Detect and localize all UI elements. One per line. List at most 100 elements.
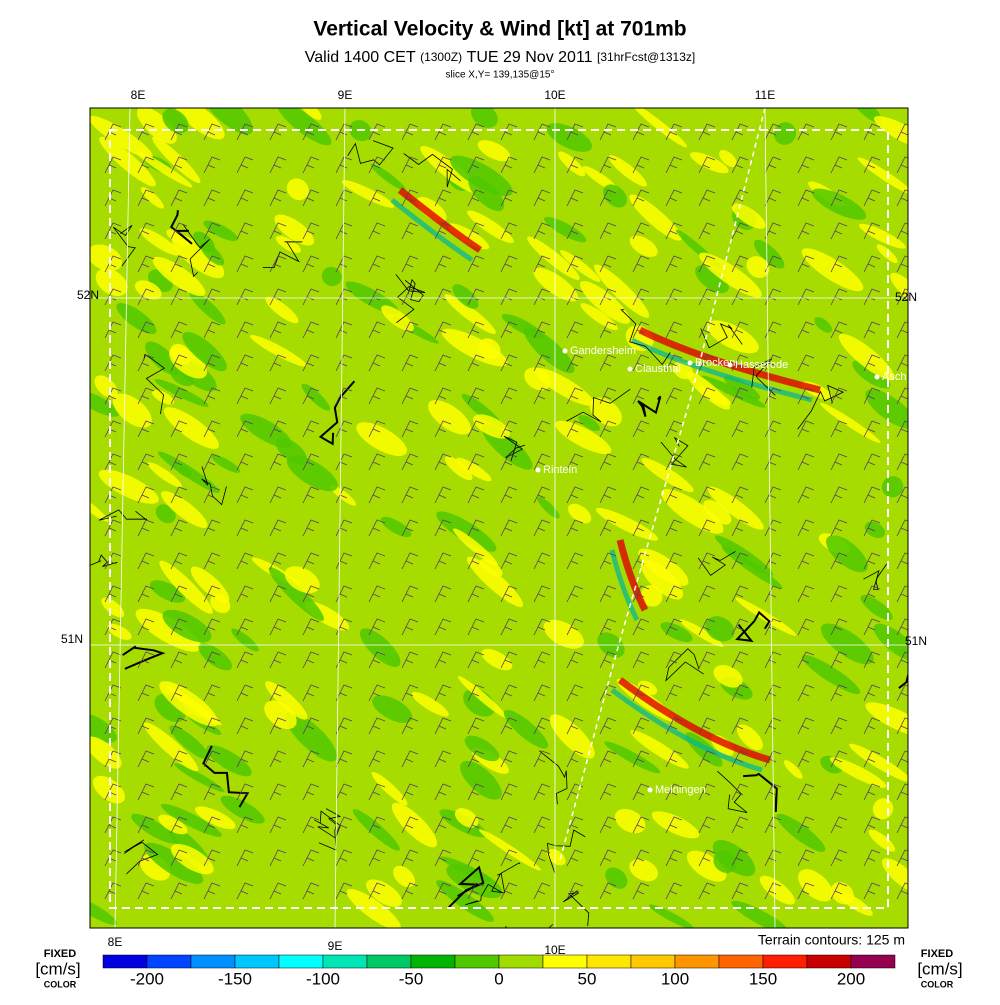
wind-barb	[203, 750, 221, 768]
field-blob	[865, 702, 908, 738]
wind-barb	[797, 321, 815, 339]
wind-barb	[665, 684, 683, 702]
wind-barb	[170, 651, 188, 669]
wind-barb	[764, 816, 782, 834]
wind-barb	[896, 849, 908, 867]
lon-label: 10E	[544, 88, 565, 102]
wind-barb	[830, 585, 848, 603]
wind-barb	[170, 618, 188, 636]
field-blob	[444, 456, 473, 481]
wind-barb	[665, 420, 683, 438]
wind-barb	[401, 222, 419, 240]
wind-barb	[203, 519, 221, 537]
wind-barb	[104, 585, 122, 603]
wind-barb	[269, 288, 287, 306]
field-blob	[188, 290, 226, 325]
wind-barb	[401, 717, 419, 735]
wind-barb	[104, 321, 122, 339]
updraft-band	[397, 187, 482, 253]
wind-barb	[434, 486, 452, 504]
terrain-contour	[404, 278, 424, 303]
wind-barb	[731, 420, 749, 438]
field-blob	[274, 214, 315, 246]
wind-barb	[368, 189, 386, 207]
field-blob	[411, 691, 449, 717]
field-blob	[837, 890, 873, 916]
wind-barb	[731, 354, 749, 372]
wind-barb	[632, 189, 650, 207]
wind-barb	[368, 156, 386, 174]
wind-barb	[896, 486, 908, 504]
wind-barb	[401, 189, 419, 207]
wind-barb	[830, 618, 848, 636]
wind-barb	[830, 288, 848, 306]
wind-barb	[368, 750, 386, 768]
wind-barb	[269, 189, 287, 207]
wind-barb	[203, 123, 221, 141]
wind-barb	[863, 189, 881, 207]
wind-barb	[797, 387, 815, 405]
wind-barb	[302, 486, 320, 504]
wind-barb	[434, 684, 452, 702]
wind-barb	[500, 420, 518, 438]
wind-barb	[665, 816, 683, 834]
wind-barb	[764, 651, 782, 669]
wind-barb	[830, 783, 848, 801]
lon-label: 9E	[338, 88, 353, 102]
wind-barb	[137, 750, 155, 768]
field-blob	[198, 643, 233, 671]
wind-barb	[764, 354, 782, 372]
wind-barb	[632, 783, 650, 801]
field-blob	[286, 178, 309, 201]
place-dot	[727, 362, 733, 368]
wind-barb	[203, 882, 221, 900]
wind-barb	[236, 519, 254, 537]
field-blob	[436, 880, 494, 922]
wind-barb	[401, 486, 419, 504]
field-blob	[699, 252, 762, 298]
wind-barb	[863, 585, 881, 603]
wind-barb	[698, 585, 716, 603]
place-dot	[535, 467, 541, 473]
colorbar: -200 -150 -100 -50 0 50 100 150 200	[102, 954, 896, 988]
field-blob	[814, 316, 833, 333]
wind-barb	[731, 849, 749, 867]
field-blob	[533, 267, 579, 302]
wind-barb	[533, 288, 551, 306]
wind-barb	[302, 222, 320, 240]
terrain-contour	[347, 140, 394, 166]
wind-barb	[368, 816, 386, 834]
colorbar-swatch	[498, 954, 544, 969]
field-blob	[544, 216, 587, 243]
terrain-contour	[620, 309, 671, 366]
colorbar-tick-label: 100	[661, 969, 689, 988]
wind-barb	[302, 849, 320, 867]
wind-barb	[566, 486, 584, 504]
wind-barb	[665, 321, 683, 339]
terrain-contour	[735, 610, 771, 643]
wind-barb	[665, 222, 683, 240]
wind-barb	[896, 123, 908, 141]
lon-label: 8E	[131, 88, 146, 102]
wind-barb	[434, 651, 452, 669]
wind-barb	[731, 387, 749, 405]
wind-barb	[401, 519, 419, 537]
field-blob	[707, 486, 764, 530]
wind-barb	[302, 816, 320, 834]
wind-barb	[203, 717, 221, 735]
wind-barb	[566, 552, 584, 570]
field-blob	[705, 616, 735, 642]
field-blob	[90, 244, 123, 272]
lat-label: 51N	[905, 634, 927, 648]
wind-barb	[599, 189, 617, 207]
field-blob	[454, 808, 479, 828]
wind-barb	[302, 453, 320, 471]
field-blob	[798, 869, 833, 902]
field-blob	[200, 108, 253, 135]
wind-barb	[731, 882, 749, 900]
colorbar-unit-left: FIXED [cm/s] COLOR	[35, 948, 80, 989]
wind-barb	[170, 156, 188, 174]
field-blob	[852, 360, 891, 389]
wind-barb	[830, 519, 848, 537]
wind-barb	[665, 783, 683, 801]
